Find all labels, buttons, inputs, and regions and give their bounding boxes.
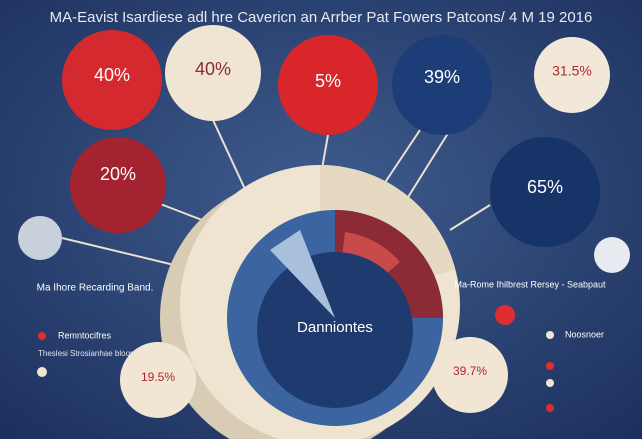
title: MA-Eavist Isardiese adl hre Cavericn an … [50,9,593,26]
legend-left: Remntocifres Theslesi Strosianhae bloons [37,330,139,377]
legend-item: Theslesi Strosianhae bloons [38,349,139,358]
bubble-label: 5% [315,71,341,91]
bubble-label: 31.5% [552,63,592,79]
legend-item: Remntocifres [58,330,112,340]
bubbles [18,25,630,418]
bubble-label: 39% [424,67,460,87]
bubble-label: 65% [527,177,563,197]
bubble-label: 40% [94,65,130,85]
bubble-label: 19.5% [141,370,175,384]
legend-right: Noosnoer [546,329,604,412]
center-label: Danniontes [297,319,373,336]
bubble-label: 39.7% [453,364,487,378]
note-right: Ma-Rome Ihilbrest Rersey - Seabpaut [454,279,606,289]
center-pie [160,165,460,439]
bubble-label: 40% [195,59,231,79]
bubble-label: 20% [100,164,136,184]
note-left: Ma Ihore Recarding Band. [37,283,154,294]
legend-item: Noosnoer [565,329,604,339]
